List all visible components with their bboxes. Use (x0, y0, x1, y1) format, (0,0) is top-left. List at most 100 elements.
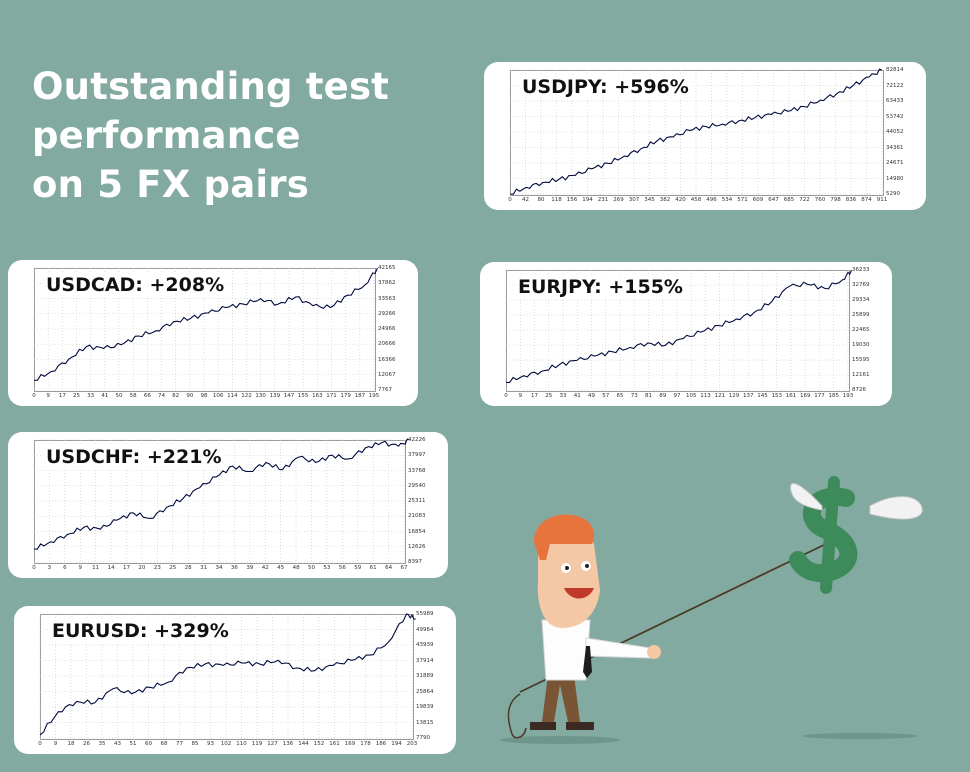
x-tick-label: 59 (354, 565, 362, 571)
headline: Outstanding test performance on 5 FX pai… (32, 62, 389, 209)
x-tick-label: 156 (566, 197, 578, 203)
x-tick-label: 25 (73, 393, 80, 399)
x-tick-label: 45 (277, 565, 285, 571)
y-tick-label: 12161 (852, 372, 870, 378)
y-tick-label: 42165 (378, 265, 396, 271)
x-tick-label: 571 (737, 197, 748, 203)
y-axis-labels: 36233 32769 29334 25899 22465 19030 15595 12161… (852, 267, 888, 393)
y-tick-label: 7790 (416, 735, 430, 741)
y-tick-label: 43939 (416, 642, 434, 648)
x-tick-label: 0 (504, 393, 508, 399)
x-tick-label: 0 (32, 565, 36, 571)
x-tick-label: 73 (630, 393, 638, 399)
x-tick-label: 122 (241, 393, 252, 399)
x-tick-label: 106 (212, 393, 224, 399)
x-tick-label: 145 (757, 393, 768, 399)
shoe-left (530, 722, 556, 730)
x-tick-label: 178 (360, 741, 371, 747)
pair-performance-label: USDCHF: +221% (44, 446, 224, 468)
chart-card-usdcad: 42165 37862 33563 29266 24966 20666 16366 12067… (8, 260, 418, 406)
x-tick-label: 85 (191, 741, 199, 747)
x-tick-label: 119 (251, 741, 263, 747)
x-tick-label: 155 (297, 393, 309, 399)
y-tick-label: 22465 (852, 327, 870, 333)
y-tick-label: 29266 (378, 310, 396, 317)
x-tick-label: 41 (101, 393, 109, 399)
y-tick-label: 25311 (408, 498, 426, 504)
headline-line-3: on 5 FX pairs (32, 163, 309, 206)
x-tick-label: 64 (385, 565, 393, 571)
x-tick-label: 169 (344, 741, 356, 747)
x-axis-labels: 0 3 6 9 11 14 17 20 23 25 28 31 34 36 39 42 45 48 50 53 56 59… (32, 565, 407, 573)
y-tick-label: 29540 (408, 482, 426, 489)
y-tick-label: 14980 (886, 175, 904, 182)
x-tick-label: 195 (368, 393, 380, 399)
y-tick-label: 7767 (378, 387, 392, 393)
pupil-right (585, 564, 589, 568)
x-tick-label: 186 (375, 741, 387, 747)
x-tick-label: 74 (158, 393, 165, 399)
x-tick-label: 25 (169, 565, 177, 571)
y-axis-labels: 42165 37862 33563 29266 24966 20666 16366 12067… (378, 265, 414, 393)
shirt (541, 619, 591, 681)
x-tick-label: 61 (369, 565, 377, 571)
x-tick-label: 50 (308, 565, 315, 571)
x-tick-label: 9 (78, 565, 83, 571)
y-tick-label: 32769 (852, 282, 870, 288)
x-tick-label: 57 (602, 393, 610, 399)
ground-shadow (500, 736, 620, 744)
x-tick-label: 139 (269, 393, 281, 399)
x-tick-label: 35 (98, 741, 106, 747)
x-tick-label: 102 (220, 741, 232, 747)
y-tick-label: 15595 (852, 357, 870, 363)
y-tick-label: 5290 (886, 191, 900, 197)
trousers (542, 675, 580, 722)
x-tick-label: 0 (38, 741, 42, 747)
y-tick-label: 25864 (416, 688, 434, 695)
y-tick-label: 24966 (378, 326, 396, 332)
chart-card-eurjpy: 36233 32769 29334 25899 22465 19030 15595 12161… (480, 262, 892, 406)
x-tick-label: 66 (143, 393, 151, 399)
head (537, 526, 600, 628)
x-tick-label: 97 (673, 393, 681, 399)
x-tick-label: 420 (675, 197, 686, 203)
x-tick-label: 98 (200, 393, 208, 399)
x-tick-label: 9 (518, 393, 523, 399)
x-tick-label: 80 (537, 197, 545, 203)
x-tick-label: 28 (184, 565, 192, 571)
x-tick-label: 147 (283, 393, 295, 399)
y-tick-label: 31889 (416, 673, 434, 679)
y-tick-label: 8397 (408, 559, 422, 565)
x-tick-label: 51 (129, 741, 137, 747)
x-tick-label: 23 (153, 565, 161, 571)
hair (534, 514, 594, 560)
x-tick-label: 49 (588, 393, 595, 399)
wing-right (869, 496, 923, 520)
equity-chart (33, 267, 379, 391)
ground-shadow (802, 733, 918, 739)
x-tick-label: 9 (46, 393, 50, 399)
y-tick-label: 53742 (886, 113, 904, 120)
y-tick-label: 12067 (378, 371, 396, 378)
x-tick-label: 722 (799, 197, 810, 203)
x-tick-label: 48 (292, 565, 300, 571)
x-tick-label: 185 (828, 393, 840, 399)
x-tick-label: 153 (771, 393, 783, 399)
equity-line (509, 68, 883, 195)
x-tick-label: 345 (644, 197, 655, 203)
x-tick-label: 17 (531, 393, 538, 399)
y-tick-label: 24671 (886, 160, 904, 166)
y-tick-label: 82814 (886, 67, 904, 73)
pair-performance-label: USDJPY: +596% (520, 76, 691, 98)
x-tick-label: 307 (628, 197, 640, 203)
x-tick-label: 187 (354, 393, 366, 399)
x-axis-labels: 0 9 17 25 33 41 50 58 66 74 82 90 98 106 114 122 130 139 1… (32, 393, 379, 401)
y-axis-labels: 55989 49964 43939 37914 31889 25864 19839 13815… (416, 611, 452, 741)
y-tick-label: 49964 (416, 626, 434, 633)
x-tick-label: 836 (845, 197, 857, 203)
y-tick-label: 37862 (378, 280, 396, 287)
x-tick-label: 760 (814, 197, 826, 203)
x-tick-label: 36 (230, 565, 238, 571)
x-tick-label: 194 (391, 741, 402, 747)
x-tick-label: 17 (58, 393, 66, 399)
